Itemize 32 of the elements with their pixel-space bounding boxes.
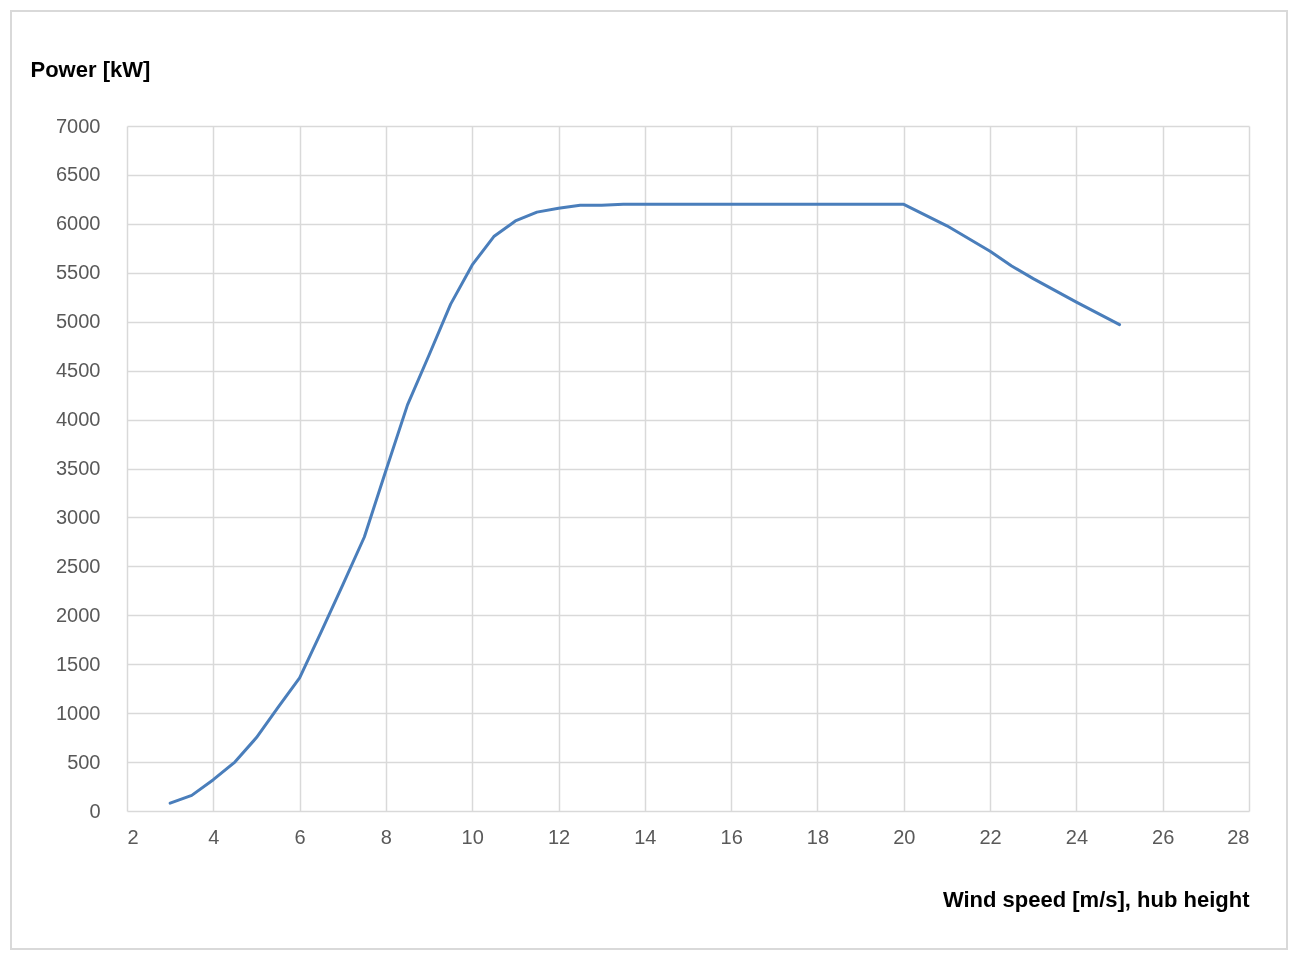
x-tick-label: 10 bbox=[461, 825, 484, 848]
y-tick-label: 7000 bbox=[56, 114, 101, 137]
y-tick-label: 5000 bbox=[56, 310, 101, 333]
x-tick-label: 14 bbox=[634, 825, 657, 848]
x-tick-label: 4 bbox=[208, 825, 220, 848]
x-tick-label: 16 bbox=[720, 825, 743, 848]
x-tick-label: 20 bbox=[893, 825, 916, 848]
y-tick-label: 2000 bbox=[56, 603, 101, 626]
x-tick-label: 8 bbox=[380, 825, 392, 848]
y-tick-label: 2500 bbox=[56, 554, 101, 577]
x-axis-title: Wind speed [m/s], hub height bbox=[942, 886, 1251, 912]
y-tick-label: 5500 bbox=[56, 261, 101, 284]
y-tick-label: 4500 bbox=[56, 359, 101, 382]
y-tick-label: 1500 bbox=[56, 652, 101, 675]
y-tick-label: 4000 bbox=[56, 408, 101, 431]
y-tick-label: 0 bbox=[89, 799, 101, 822]
x-tick-label: 28 bbox=[1227, 825, 1250, 848]
line-series bbox=[168, 202, 1122, 805]
y-tick-label: 3500 bbox=[56, 457, 101, 479]
y-tick-label: 3000 bbox=[56, 505, 101, 528]
x-tick-label: 12 bbox=[547, 825, 571, 848]
x-tick-label: 18 bbox=[806, 825, 830, 848]
x-tick-label: 26 bbox=[1152, 825, 1175, 848]
y-tick-label: 6000 bbox=[56, 212, 101, 235]
x-tick-label: 2 bbox=[127, 825, 139, 848]
y-tick-label: 6500 bbox=[56, 163, 101, 186]
x-tick-label: 6 bbox=[294, 825, 306, 848]
x-tick-label: 22 bbox=[979, 825, 1002, 848]
y-axis-title: Power [kW] bbox=[30, 56, 151, 82]
y-tick-label: 1000 bbox=[56, 701, 101, 724]
y-tick-label: 500 bbox=[67, 750, 101, 773]
x-tick-label: 24 bbox=[1065, 825, 1089, 848]
